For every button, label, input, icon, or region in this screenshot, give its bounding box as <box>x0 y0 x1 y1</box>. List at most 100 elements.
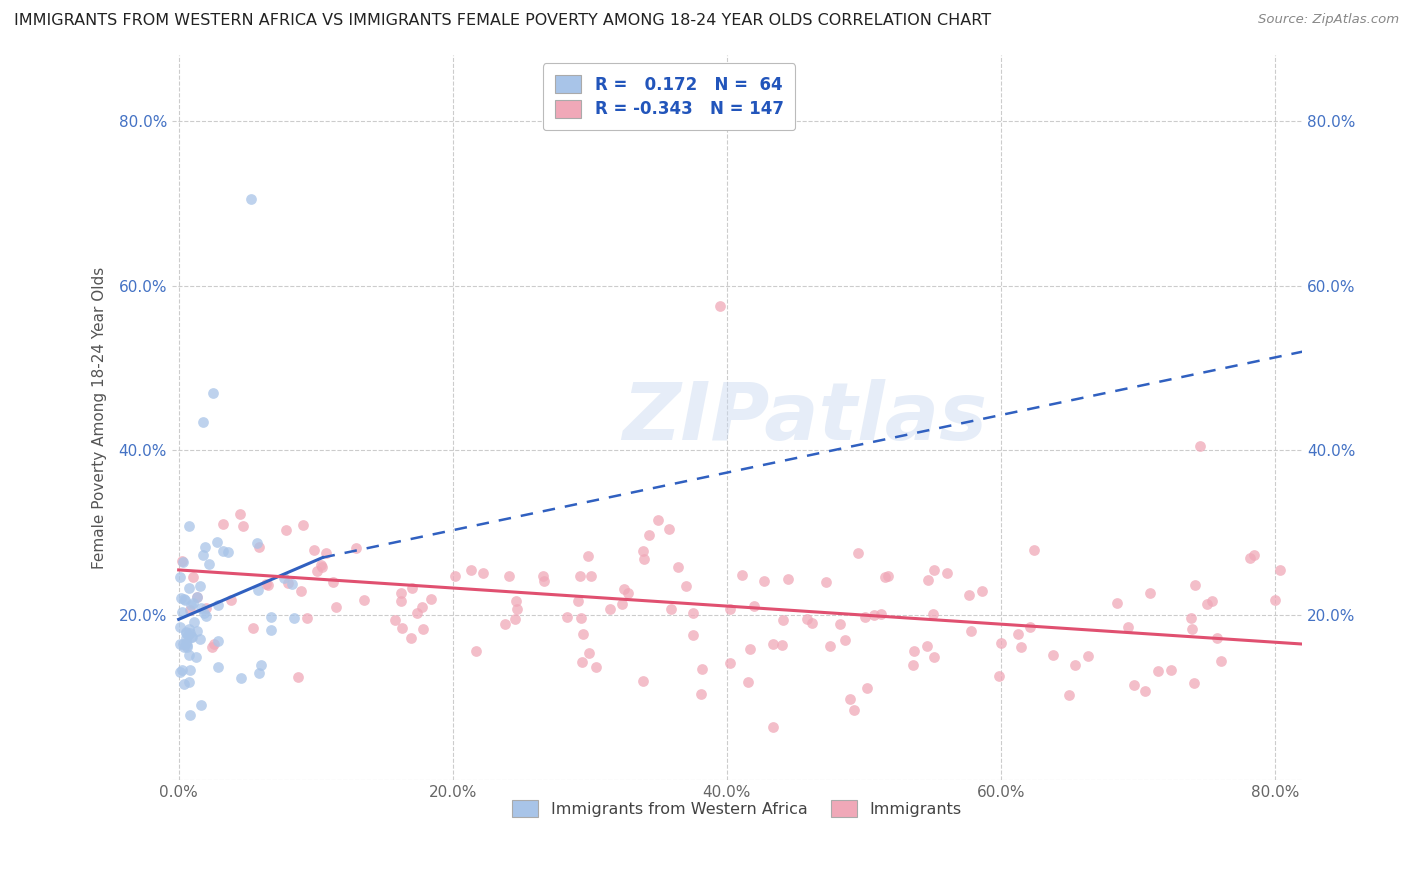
Point <box>460 564 482 578</box>
Point <box>959 588 981 602</box>
Point <box>494 617 516 632</box>
Point <box>571 626 593 640</box>
Point <box>353 593 375 607</box>
Point <box>970 583 993 598</box>
Point <box>718 657 741 671</box>
Point <box>412 622 434 636</box>
Point <box>411 599 433 614</box>
Y-axis label: Female Poverty Among 18-24 Year Olds: Female Poverty Among 18-24 Year Olds <box>93 267 107 569</box>
Point <box>302 542 325 557</box>
Point <box>762 720 785 734</box>
Point <box>281 577 304 591</box>
Point <box>305 564 328 578</box>
Point <box>322 575 344 590</box>
Point <box>389 586 412 600</box>
Point <box>212 517 235 532</box>
Point <box>195 600 218 615</box>
Point <box>259 623 281 637</box>
Point <box>1042 648 1064 662</box>
Point <box>444 568 467 582</box>
Point <box>505 593 527 607</box>
Point <box>870 607 893 621</box>
Point <box>988 669 1011 683</box>
Point <box>1180 622 1202 636</box>
Point <box>531 569 554 583</box>
Point <box>599 601 621 615</box>
Point <box>1205 631 1227 645</box>
Point <box>571 611 593 625</box>
Point <box>283 611 305 625</box>
Point <box>731 568 754 582</box>
Point <box>194 540 217 554</box>
Point <box>569 569 592 583</box>
Point <box>295 610 318 624</box>
Point <box>420 592 443 607</box>
Point <box>311 559 333 574</box>
Point <box>742 599 765 613</box>
Point <box>179 625 201 640</box>
Point <box>177 581 200 595</box>
Point <box>176 640 198 654</box>
Point <box>177 622 200 636</box>
Point <box>1105 596 1128 610</box>
Point <box>658 522 681 536</box>
Point <box>197 557 219 571</box>
Point <box>217 545 239 559</box>
Point <box>170 554 193 568</box>
Point <box>1264 593 1286 607</box>
Point <box>273 571 295 585</box>
Point <box>174 636 197 650</box>
Point <box>188 632 211 647</box>
Point <box>401 581 423 595</box>
Point <box>647 513 669 527</box>
Point <box>834 633 856 648</box>
Point <box>274 524 297 538</box>
Point <box>250 657 273 672</box>
Point <box>287 670 309 684</box>
Point <box>232 518 254 533</box>
Point <box>709 299 731 313</box>
Point <box>242 621 264 635</box>
Point <box>325 600 347 615</box>
Point <box>391 621 413 635</box>
Point <box>193 606 215 620</box>
Point <box>389 594 412 608</box>
Point <box>221 592 243 607</box>
Point <box>202 636 225 650</box>
Point <box>231 671 253 685</box>
Point <box>1188 439 1211 453</box>
Point <box>1077 649 1099 664</box>
Point <box>179 603 201 617</box>
Point <box>917 573 939 587</box>
Point <box>637 528 659 542</box>
Point <box>260 610 283 624</box>
Point <box>465 644 488 658</box>
Point <box>838 692 860 706</box>
Point <box>675 579 697 593</box>
Point <box>309 558 332 572</box>
Point <box>256 578 278 592</box>
Point <box>181 570 204 584</box>
Point <box>555 609 578 624</box>
Point <box>1239 550 1261 565</box>
Point <box>503 612 526 626</box>
Point <box>207 660 229 674</box>
Point <box>770 638 793 652</box>
Point <box>1184 578 1206 592</box>
Text: Source: ZipAtlas.com: Source: ZipAtlas.com <box>1258 13 1399 27</box>
Point <box>1180 611 1202 625</box>
Point <box>921 607 943 622</box>
Point <box>186 590 208 604</box>
Point <box>172 637 194 651</box>
Point <box>772 613 794 627</box>
Point <box>193 415 215 429</box>
Point <box>689 687 711 701</box>
Point <box>924 563 946 577</box>
Point <box>176 632 198 646</box>
Point <box>633 551 655 566</box>
Point <box>186 590 208 604</box>
Point <box>173 592 195 607</box>
Point <box>1211 654 1233 668</box>
Point <box>1201 593 1223 607</box>
Point <box>666 560 689 574</box>
